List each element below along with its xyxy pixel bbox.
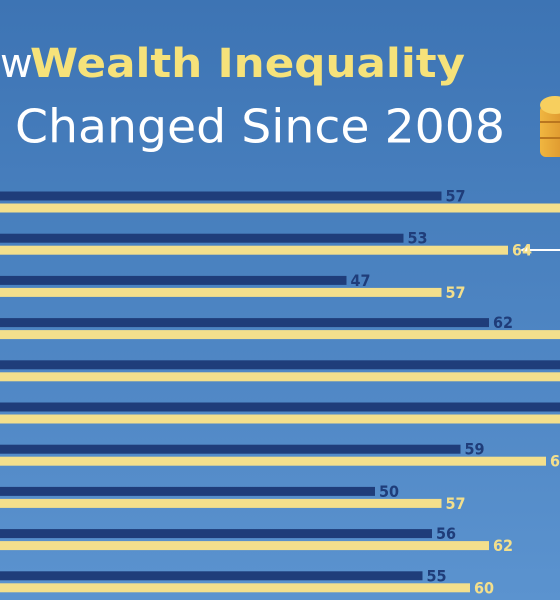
- bar: [0, 541, 489, 551]
- value-label: 60: [474, 578, 494, 597]
- bar: [0, 414, 560, 424]
- bar: [0, 402, 560, 412]
- value-label: 53: [408, 229, 428, 248]
- value-label: 57: [446, 494, 466, 513]
- value-label: 62: [493, 313, 513, 332]
- bar: [0, 191, 442, 201]
- bar: [0, 360, 560, 370]
- value-label: 64: [512, 241, 532, 260]
- value-label: 59: [465, 440, 485, 459]
- bar: [0, 233, 404, 243]
- bar: [0, 275, 347, 285]
- title-emphasis: Wealth Inequality: [30, 41, 465, 87]
- bar: [0, 318, 489, 328]
- bar: [0, 456, 546, 466]
- bar: [0, 245, 508, 255]
- bar: [0, 529, 432, 539]
- bar: [0, 444, 461, 454]
- value-label: 68: [550, 452, 560, 471]
- bar: [0, 372, 560, 382]
- bars: 5753476272715950565572645770757468576260: [0, 187, 560, 597]
- bar: [0, 498, 442, 508]
- coins-icon: [540, 96, 560, 157]
- bar: [0, 571, 423, 581]
- bar: [0, 203, 560, 213]
- title-lead: w: [0, 41, 33, 87]
- bar: [0, 486, 375, 496]
- value-label: 47: [351, 271, 371, 290]
- value-label: 57: [446, 187, 466, 206]
- value-label: 50: [379, 482, 399, 501]
- bar: [0, 583, 470, 593]
- title-line2: Changed Since 2008: [15, 100, 505, 154]
- arrow: [520, 245, 560, 255]
- bar: [0, 287, 442, 297]
- value-label: 57: [446, 283, 466, 302]
- value-label: 55: [427, 566, 447, 585]
- value-label: 56: [436, 524, 456, 543]
- bar: [0, 330, 560, 340]
- value-label: 62: [493, 536, 513, 555]
